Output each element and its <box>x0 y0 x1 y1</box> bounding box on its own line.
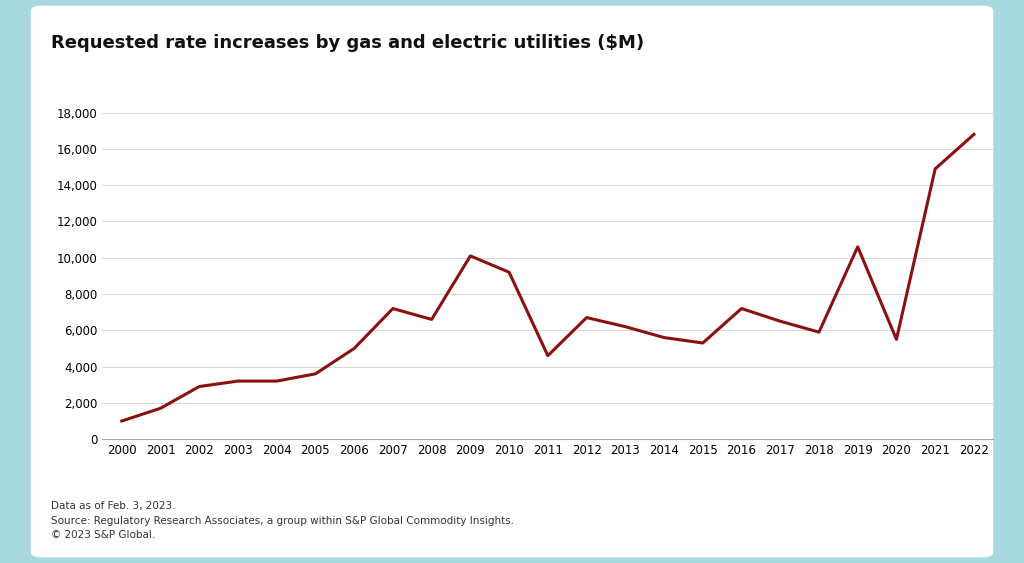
Text: Data as of Feb. 3, 2023.
Source: Regulatory Research Associates, a group within : Data as of Feb. 3, 2023. Source: Regulat… <box>51 501 514 540</box>
Text: Requested rate increases by gas and electric utilities ($M): Requested rate increases by gas and elec… <box>51 34 644 52</box>
